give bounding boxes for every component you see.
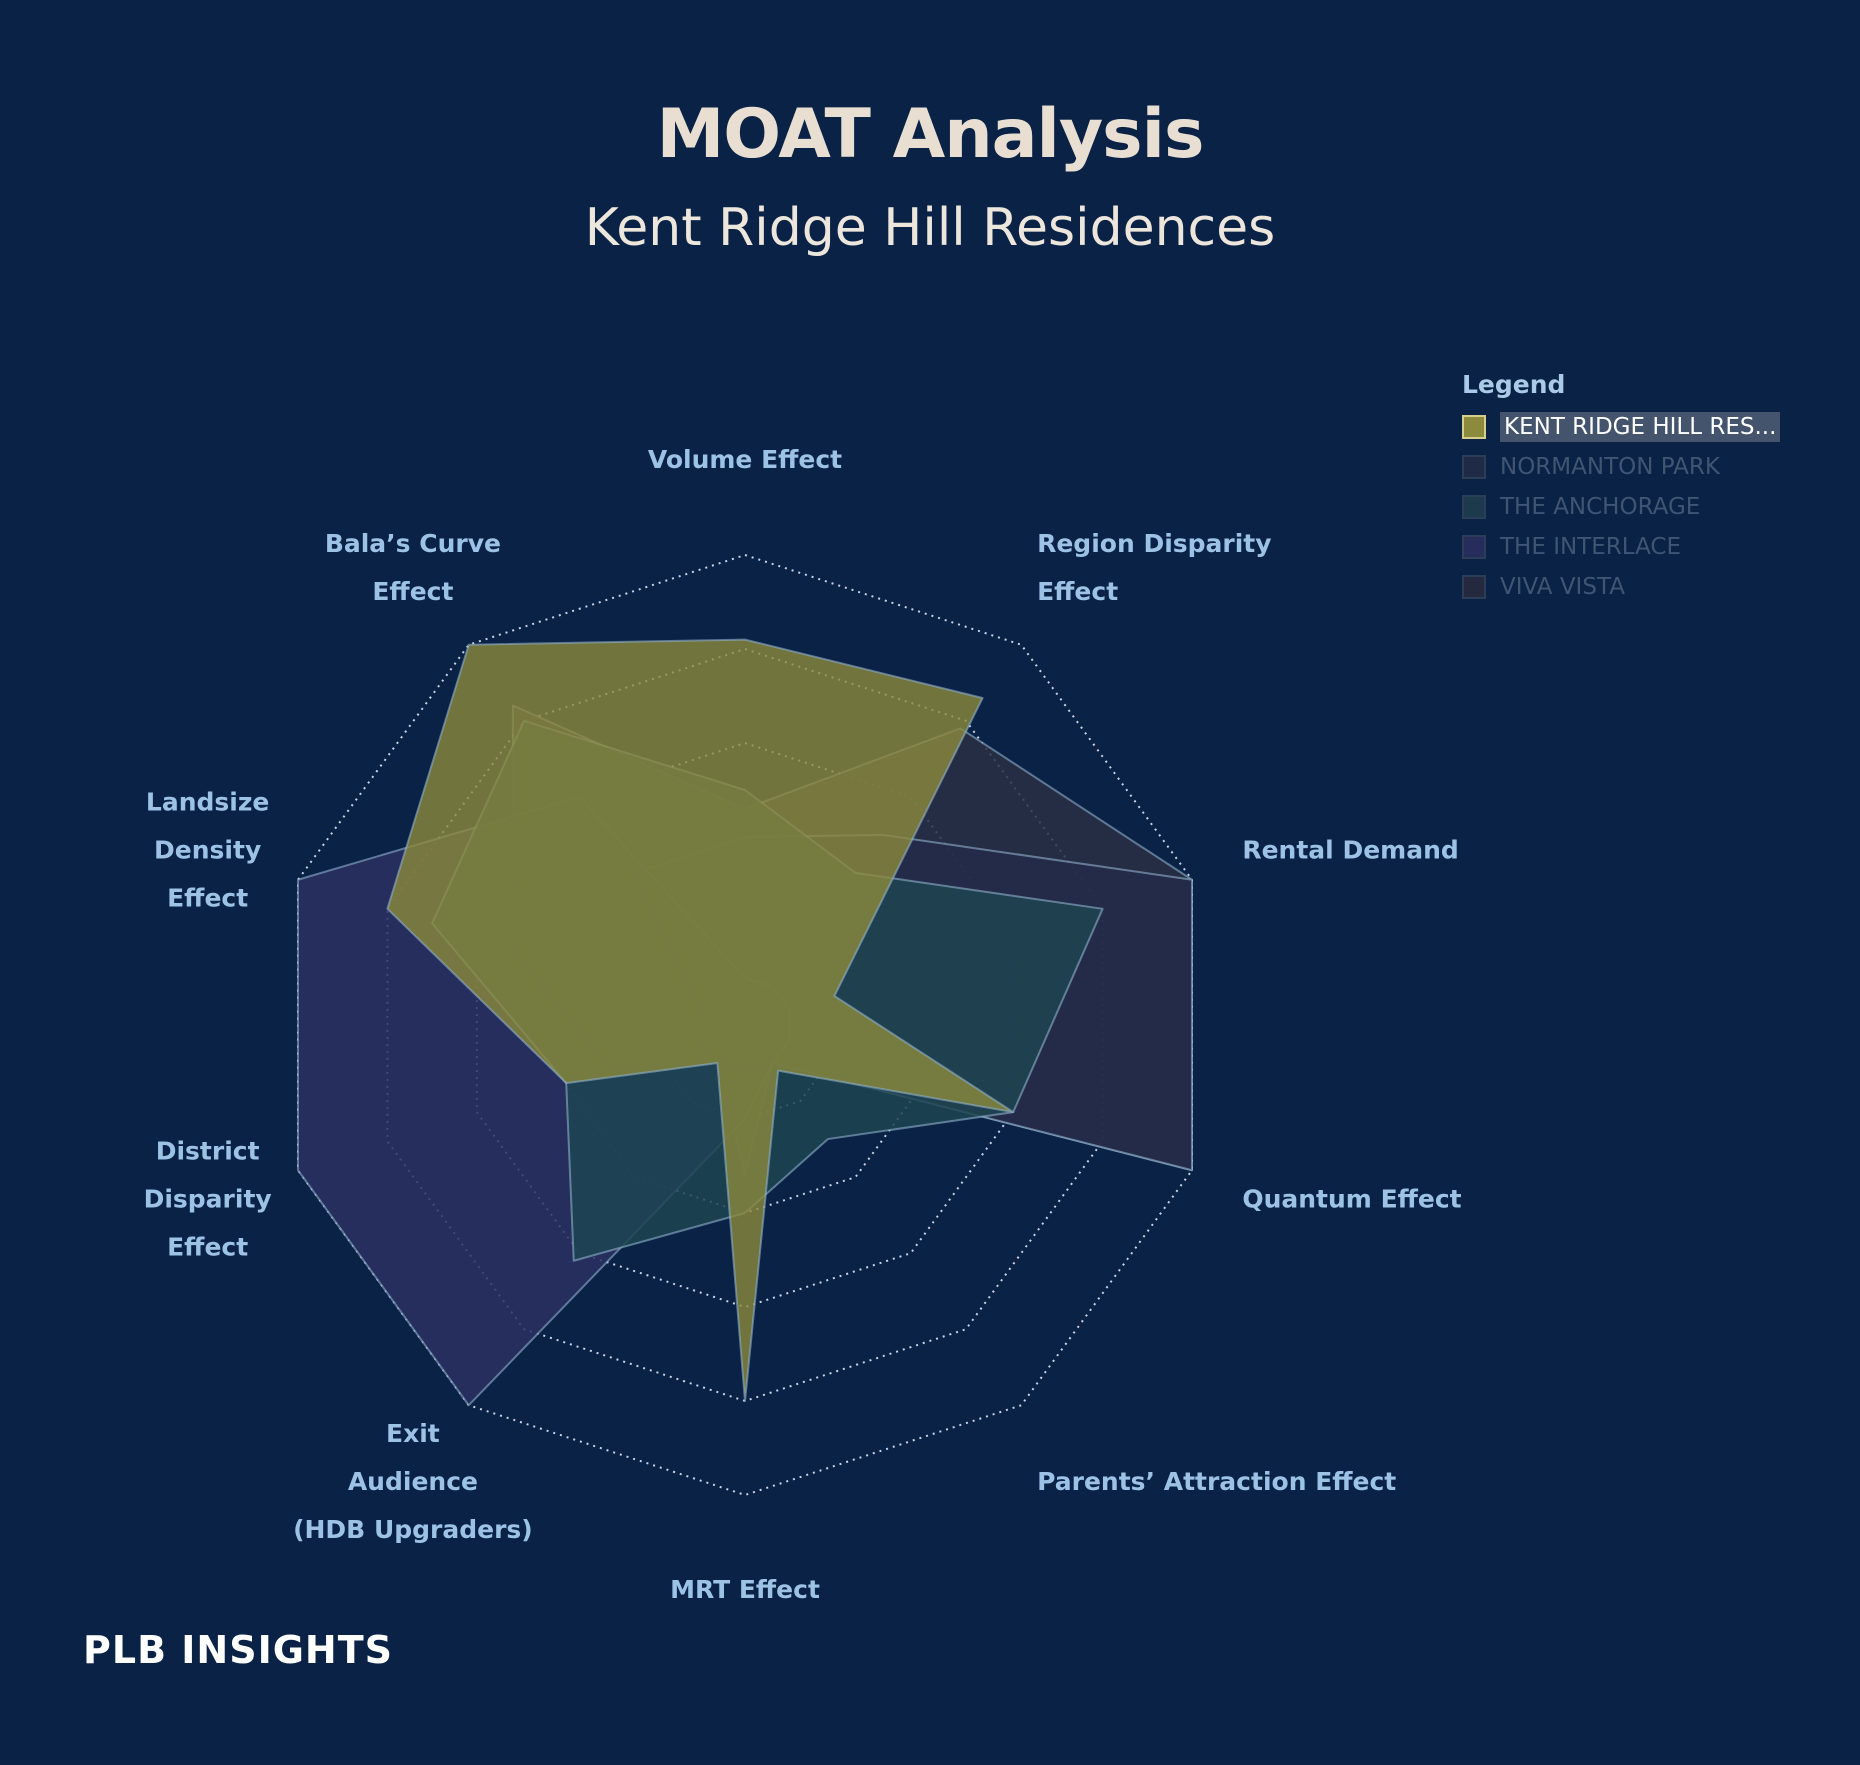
- legend: Legend KENT RIDGE HILL RES... NORMANTON …: [1462, 370, 1792, 607]
- axis-labels: Volume Effect Region Disparity Effect Renta…: [144, 445, 1462, 1604]
- brand-logo: PLB INSIGHTS: [83, 1628, 393, 1672]
- legend-item-the-interlace[interactable]: THE INTERLACE: [1462, 527, 1792, 567]
- chart-subtitle: Kent Ridge Hill Residences: [584, 198, 1276, 258]
- legend-swatch: [1462, 575, 1486, 599]
- axis-label: District Disparity Effect: [144, 1137, 272, 1262]
- grid-ring: [297, 553, 1193, 1497]
- radar-series: [297, 638, 1193, 1407]
- chart-title: MOAT Analysis: [656, 95, 1205, 174]
- legend-item-the-anchorage[interactable]: THE ANCHORAGE: [1462, 487, 1792, 527]
- legend-item-label: KENT RIDGE HILL RES...: [1500, 412, 1781, 442]
- axis-label: Quantum Effect: [1242, 1185, 1461, 1214]
- legend-item-viva-vista[interactable]: VIVA VISTA: [1462, 567, 1792, 607]
- legend-item-label: THE INTERLACE: [1500, 534, 1682, 560]
- axis-label: Parents’ Attraction Effect: [1037, 1467, 1396, 1496]
- legend-item-kent-ridge[interactable]: KENT RIDGE HILL RES...: [1462, 407, 1792, 447]
- axis-label: Landsize Density Effect: [146, 787, 269, 912]
- legend-item-normanton-park[interactable]: NORMANTON PARK: [1462, 447, 1792, 487]
- axis-label: Exit Audience (HDB Upgraders): [293, 1419, 533, 1544]
- axis-label: Region Disparity Effect: [1037, 529, 1271, 606]
- legend-swatch: [1462, 415, 1486, 439]
- series-area[interactable]: [386, 638, 1015, 1402]
- legend-item-label: NORMANTON PARK: [1500, 454, 1720, 480]
- legend-item-label: THE ANCHORAGE: [1500, 494, 1701, 520]
- legend-title: Legend: [1462, 370, 1566, 399]
- legend-swatch: [1462, 455, 1486, 479]
- axis-label: Bala’s Curve Effect: [325, 529, 501, 606]
- legend-swatch: [1462, 535, 1486, 559]
- axis-label: Volume Effect: [648, 445, 842, 474]
- legend-swatch: [1462, 495, 1486, 519]
- axis-label: Rental Demand: [1242, 835, 1458, 864]
- legend-item-label: VIVA VISTA: [1500, 574, 1625, 600]
- axis-label: MRT Effect: [670, 1575, 820, 1604]
